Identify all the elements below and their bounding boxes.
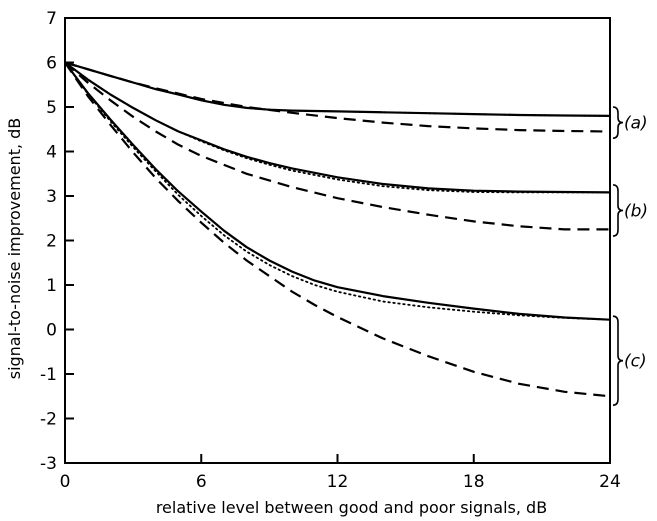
group-label-a: (a) <box>624 114 648 134</box>
plot-frame <box>64 17 611 464</box>
y-tick-label: 2 <box>46 232 57 252</box>
y-tick-label: 0 <box>46 321 57 341</box>
group-brace-b <box>612 184 624 237</box>
series-line-a-solid <box>64 61 611 117</box>
y-tick-label: -1 <box>40 365 57 385</box>
y-tick-label: -3 <box>40 454 57 474</box>
x-tick-label: 18 <box>463 472 485 492</box>
group-brace-c <box>612 315 624 406</box>
series-line-a-dashed <box>64 61 611 133</box>
series-line-a-dotted <box>64 61 611 117</box>
y-tick-label: 4 <box>46 143 57 163</box>
x-tick-label: 0 <box>60 472 71 492</box>
series-line-b-dotted <box>64 61 611 194</box>
y-tick-label: 5 <box>46 98 57 118</box>
series-line-c-dashed <box>64 61 611 398</box>
y-tick-label: 7 <box>46 9 57 29</box>
x-tick-label: 6 <box>196 472 207 492</box>
annotation-layer: (a) (b) (c) <box>612 106 648 406</box>
y-tick-label: 1 <box>46 276 57 296</box>
series-line-b-dashed <box>64 61 610 231</box>
y-tick-label: -2 <box>40 410 57 430</box>
x-tick-label: 24 <box>599 472 621 492</box>
y-tick-label: 6 <box>46 54 57 74</box>
series-line-c-dotted <box>64 61 611 321</box>
series-line-b-solid <box>64 61 611 194</box>
group-label-b: (b) <box>624 201 648 221</box>
y-axis-label: signal-to-noise improvement, dB <box>5 118 24 380</box>
group-label-c: (c) <box>624 352 647 372</box>
y-tick-label: 3 <box>46 187 57 207</box>
x-tick-label: 12 <box>327 472 349 492</box>
group-brace-a <box>612 106 624 139</box>
x-axis-label: relative level between good and poor sig… <box>156 498 547 517</box>
series-layer <box>64 61 611 398</box>
series-line-c-solid <box>64 61 611 321</box>
plot-frame-layer <box>64 17 611 464</box>
